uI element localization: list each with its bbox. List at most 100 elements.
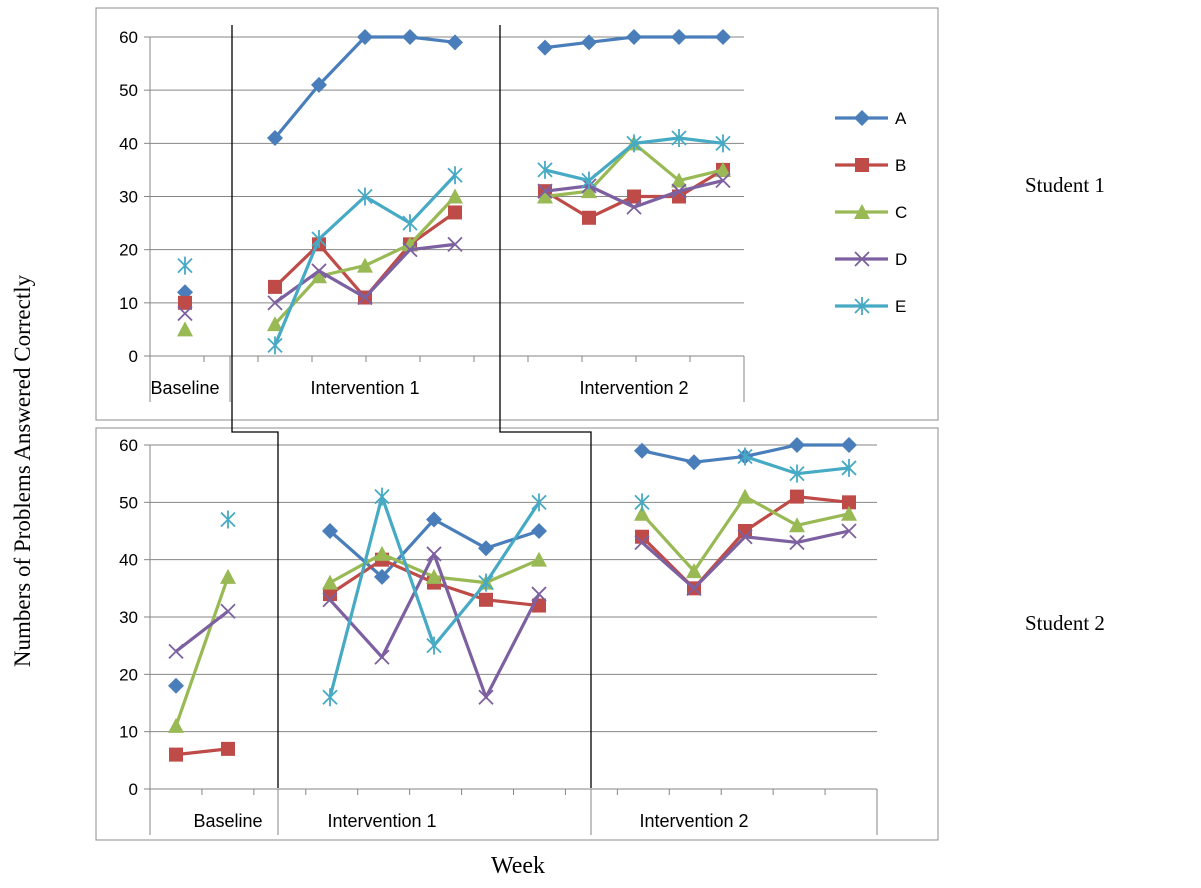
data-point-b bbox=[268, 279, 282, 294]
legend-label: D bbox=[895, 250, 907, 269]
data-point-d bbox=[322, 592, 338, 608]
legend-marker-a bbox=[854, 110, 870, 126]
series-line-d bbox=[175, 610, 229, 653]
y-tick-label: 60 bbox=[119, 436, 138, 455]
data-point-d bbox=[478, 689, 494, 705]
data-point-c bbox=[426, 568, 442, 584]
data-point-c bbox=[841, 505, 857, 521]
data-point-e bbox=[626, 134, 642, 153]
data-point-d bbox=[634, 534, 650, 551]
data-point-e bbox=[581, 171, 597, 190]
data-point-a bbox=[789, 437, 805, 453]
data-point-c bbox=[220, 568, 236, 584]
y-tick-label: 50 bbox=[119, 81, 138, 100]
data-point-a bbox=[478, 540, 494, 557]
series-e bbox=[220, 447, 857, 707]
y-tick-label: 30 bbox=[119, 608, 138, 627]
phase-label-baseline: Baseline bbox=[150, 378, 219, 398]
data-point-e bbox=[447, 166, 463, 185]
legend-marker-e bbox=[854, 297, 870, 315]
legend-marker-c bbox=[854, 204, 870, 219]
data-point-b bbox=[479, 592, 493, 607]
panel-frame-student-1 bbox=[95, 7, 939, 421]
data-point-e bbox=[426, 636, 442, 655]
data-point-a bbox=[581, 34, 597, 51]
legend: A B C D E bbox=[835, 109, 907, 316]
series-line-b bbox=[175, 747, 229, 757]
data-point-d bbox=[537, 183, 553, 199]
data-point-e bbox=[671, 129, 687, 148]
data-point-d bbox=[447, 236, 463, 252]
data-point-a bbox=[267, 130, 283, 147]
data-point-d bbox=[168, 643, 184, 660]
y-tick-label: 20 bbox=[119, 241, 138, 260]
legend-label: A bbox=[895, 109, 907, 128]
data-point-e bbox=[841, 458, 857, 477]
data-point-e bbox=[715, 134, 731, 153]
data-point-a bbox=[537, 39, 553, 56]
data-point-a bbox=[168, 677, 184, 694]
phase-label-intervention-2: Intervention 2 bbox=[579, 378, 688, 398]
y-tick-label: 50 bbox=[119, 493, 138, 512]
data-point-e bbox=[267, 336, 283, 355]
legend-item-e: E bbox=[835, 297, 906, 316]
series-d bbox=[168, 523, 857, 705]
y-tick-label: 10 bbox=[119, 294, 138, 313]
data-point-c bbox=[374, 545, 390, 561]
legend-item-c: C bbox=[835, 203, 907, 222]
panel-label-student-1: Student 1 bbox=[1025, 173, 1105, 197]
y-axis-label: Numbers of Problems Answered Correctly bbox=[10, 274, 35, 667]
data-point-e bbox=[634, 493, 650, 512]
data-point-b bbox=[582, 210, 596, 225]
data-point-b bbox=[221, 741, 235, 756]
data-point-c bbox=[322, 574, 338, 590]
y-tick-label: 30 bbox=[119, 188, 138, 207]
y-tick-label: 60 bbox=[119, 28, 138, 47]
data-point-d bbox=[267, 295, 283, 311]
phase-change-line-2 bbox=[499, 25, 592, 788]
data-point-c bbox=[537, 188, 553, 204]
data-point-a bbox=[626, 29, 642, 45]
data-point-e bbox=[311, 230, 327, 249]
data-point-d bbox=[402, 242, 418, 258]
data-point-d bbox=[671, 183, 687, 199]
legend-item-b: B bbox=[835, 156, 906, 175]
data-point-c bbox=[737, 488, 753, 504]
phase-label-baseline: Baseline bbox=[193, 811, 262, 831]
data-point-a bbox=[841, 437, 857, 453]
data-point-d bbox=[357, 289, 373, 306]
y-tick-label: 0 bbox=[129, 347, 138, 366]
data-point-d bbox=[789, 534, 805, 551]
data-point-a bbox=[447, 34, 463, 51]
data-point-a bbox=[322, 523, 338, 539]
data-point-c bbox=[634, 505, 650, 521]
data-point-a bbox=[671, 29, 687, 45]
series-e bbox=[177, 129, 731, 355]
legend-marker-d bbox=[854, 251, 870, 267]
data-point-c bbox=[531, 551, 547, 567]
y-tick-label: 40 bbox=[119, 551, 138, 570]
y-tick-label: 40 bbox=[119, 134, 138, 153]
data-point-d bbox=[531, 586, 547, 602]
data-point-b bbox=[842, 495, 856, 510]
data-point-d bbox=[426, 546, 442, 562]
data-point-d bbox=[737, 529, 753, 545]
data-point-e bbox=[531, 493, 547, 512]
data-point-e bbox=[220, 510, 236, 529]
data-point-c bbox=[267, 316, 283, 332]
legend-marker-b bbox=[855, 158, 869, 172]
phase-label-intervention-1: Intervention 1 bbox=[310, 378, 419, 398]
data-point-b bbox=[790, 489, 804, 504]
data-point-c bbox=[686, 563, 702, 579]
data-point-c bbox=[789, 517, 805, 533]
x-axis-label: Week bbox=[491, 853, 545, 879]
chart-student-2: 0 10 20 30 40 50 60 Baseline Intervention 1 Inter… bbox=[119, 436, 878, 835]
data-point-c bbox=[671, 172, 687, 188]
data-point-a bbox=[531, 523, 547, 539]
data-point-a bbox=[402, 29, 418, 45]
data-point-b bbox=[178, 295, 192, 310]
data-point-d bbox=[841, 523, 857, 539]
data-point-a bbox=[634, 442, 650, 459]
data-point-e bbox=[537, 160, 553, 179]
data-point-d bbox=[177, 305, 193, 322]
